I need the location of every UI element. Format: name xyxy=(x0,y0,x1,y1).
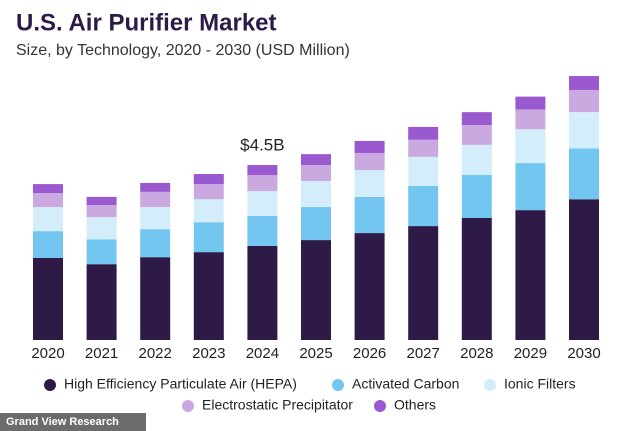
legend-label: Activated Carbon xyxy=(352,376,459,392)
legend-swatch xyxy=(374,400,386,412)
bar-segment xyxy=(193,173,224,185)
bar-segment xyxy=(408,156,439,187)
bar-segment xyxy=(86,264,117,340)
bar-segment xyxy=(408,186,439,227)
bar-segment xyxy=(515,129,546,164)
x-tick-label: 2023 xyxy=(192,345,225,362)
x-tick-label: 2029 xyxy=(514,345,547,362)
bar-segment xyxy=(86,239,117,265)
x-tick-label: 2028 xyxy=(460,345,493,362)
x-tick-label: 2020 xyxy=(31,345,64,362)
bar-segment xyxy=(86,217,117,240)
bar-segment xyxy=(461,112,492,125)
bar-segment xyxy=(461,144,492,175)
bar-segment xyxy=(33,193,63,208)
legend-label: Electrostatic Precipitator xyxy=(202,397,353,413)
bar-segment xyxy=(193,222,224,253)
legend-swatch xyxy=(332,379,344,391)
bar-segment xyxy=(461,174,492,218)
bar-segment xyxy=(247,165,278,176)
x-tick-label: 2021 xyxy=(85,345,118,362)
legend-swatch xyxy=(44,379,56,391)
source: Grand View Research xyxy=(6,416,119,428)
bar-segment xyxy=(301,180,331,208)
bar-segment xyxy=(33,231,63,258)
bar-segment xyxy=(247,245,278,340)
bar-segment xyxy=(33,207,63,232)
bar-segment xyxy=(515,109,546,130)
bar-segment xyxy=(408,139,439,157)
x-tick-label: 2025 xyxy=(299,345,332,362)
x-tick-label: 2027 xyxy=(407,345,440,362)
bar-segment xyxy=(408,126,439,140)
x-tick-label: 2022 xyxy=(139,345,172,362)
source-box xyxy=(0,413,146,431)
x-tick-label: 2030 xyxy=(567,345,600,362)
bar-segment xyxy=(86,196,117,206)
bar-segment xyxy=(33,257,63,340)
bar-segment xyxy=(354,196,385,234)
bar-segment xyxy=(247,175,278,192)
bar-segment xyxy=(515,96,546,110)
bar-segment xyxy=(569,112,599,149)
bar-segment xyxy=(86,205,117,218)
bar-segment xyxy=(301,165,331,181)
bar-segment xyxy=(408,226,439,340)
bar-segment xyxy=(569,148,599,200)
bar-segment xyxy=(140,257,171,340)
x-tick-label: 2024 xyxy=(246,345,279,362)
legend-label: Others xyxy=(394,397,436,413)
bar-segment xyxy=(515,163,546,211)
bar-segment xyxy=(515,210,546,340)
bar-segment xyxy=(193,199,224,223)
bar-segment xyxy=(140,207,171,230)
bar-segment xyxy=(140,182,171,192)
bar-segment xyxy=(461,217,492,340)
legend-swatch xyxy=(484,379,496,391)
x-tick-label: 2026 xyxy=(353,345,386,362)
bar-segment xyxy=(33,184,63,194)
bar-segment xyxy=(354,140,385,153)
bar-segment xyxy=(301,240,331,340)
bar-segment xyxy=(354,233,385,340)
legend-label: Ionic Filters xyxy=(504,376,576,392)
legend-swatch xyxy=(182,400,194,412)
chart-subtitle: Size, by Technology, 2020 - 2030 (USD Mi… xyxy=(16,42,350,59)
bar-segment xyxy=(569,76,599,90)
bar-segment xyxy=(247,215,278,246)
bar-segment xyxy=(461,124,492,145)
bar-segment xyxy=(247,191,278,216)
bar-segment xyxy=(354,170,385,197)
bar-segment xyxy=(193,184,224,200)
bar-segment xyxy=(569,89,599,113)
bar-segment xyxy=(140,229,171,258)
bar-segment xyxy=(301,207,331,241)
bar-segment xyxy=(193,252,224,340)
legend-label: High Efficiency Particulate Air (HEPA) xyxy=(64,376,297,392)
bar-segment xyxy=(569,199,599,340)
annotation: $4.5B xyxy=(240,136,284,155)
bar-segment xyxy=(354,152,385,171)
bar-segment xyxy=(301,154,331,166)
bar-segment xyxy=(140,191,171,208)
chart-title: U.S. Air Purifier Market xyxy=(16,9,277,36)
